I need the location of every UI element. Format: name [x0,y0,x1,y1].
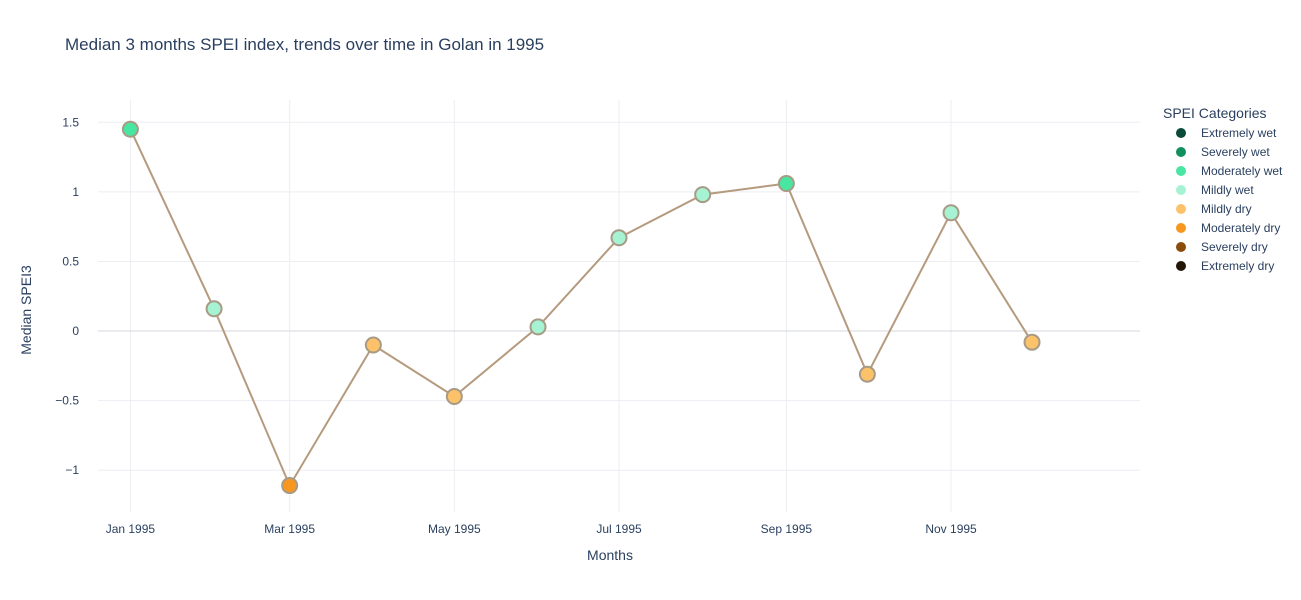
data-point [610,229,628,247]
chart-title: Median 3 months SPEI index, trends over … [65,35,544,54]
data-point [858,365,876,383]
legend-item[interactable]: Mildly dry [1176,202,1252,216]
data-point [121,120,139,138]
x-tick-label: Mar 1995 [264,522,315,536]
y-axis-ticks: 1.5 1 0.5 0 −0.5 −1 [55,115,79,477]
legend-swatch [1176,185,1186,195]
y-tick-label: 0.5 [62,254,79,268]
grid [98,100,1140,512]
legend-label: Mildly wet [1201,183,1254,197]
legend-swatch [1176,242,1186,252]
legend-item[interactable]: Moderately dry [1176,221,1280,235]
legend-swatch [1176,223,1186,233]
legend-label: Extremely wet [1201,126,1277,140]
x-axis-title: Months [587,547,633,563]
x-tick-label: Nov 1995 [925,522,977,536]
legend-label: Severely dry [1201,240,1268,254]
data-point [694,186,712,204]
y-tick-label: 0 [72,324,79,338]
data-point [529,318,547,336]
legend-item[interactable]: Severely wet [1176,145,1270,159]
legend-label: Moderately dry [1201,221,1280,235]
y-axis-title: Median SPEI3 [18,265,34,355]
legend-item[interactable]: Mildly wet [1176,183,1254,197]
series-line [129,128,1033,488]
x-axis-ticks: Jan 1995 Mar 1995 May 1995 Jul 1995 Sep 1995… [106,522,977,536]
data-point [445,387,463,405]
data-point [1023,333,1041,351]
legend-title: SPEI Categories [1163,105,1267,121]
data-point [281,477,299,495]
legend-item[interactable]: Extremely wet [1176,126,1277,140]
data-points [121,120,1041,495]
legend-label: Severely wet [1201,145,1270,159]
legend-label: Moderately wet [1201,164,1283,178]
legend-item[interactable]: Extremely dry [1176,259,1274,273]
legend-item[interactable]: Severely dry [1176,240,1268,254]
legend-item[interactable]: Moderately wet [1176,164,1283,178]
legend-swatch [1176,147,1186,157]
legend-swatch [1176,261,1186,271]
legend-swatch [1176,166,1186,176]
legend-swatch [1176,204,1186,214]
y-tick-label: −0.5 [55,394,79,408]
legend-label: Extremely dry [1201,259,1274,273]
data-point [364,336,382,354]
series-path [129,128,1033,488]
data-point [777,175,795,193]
legend[interactable]: SPEI Categories Extremely wet Severely we… [1163,105,1283,273]
legend-label: Mildly dry [1201,202,1252,216]
data-point [205,300,223,318]
y-tick-label: −1 [65,463,79,477]
x-tick-label: May 1995 [428,522,481,536]
data-point [942,204,960,222]
y-tick-label: 1.5 [62,115,79,129]
x-tick-label: Sep 1995 [761,522,813,536]
x-tick-label: Jan 1995 [106,522,156,536]
x-tick-label: Jul 1995 [596,522,642,536]
y-tick-label: 1 [72,185,79,199]
legend-swatch [1176,128,1186,138]
